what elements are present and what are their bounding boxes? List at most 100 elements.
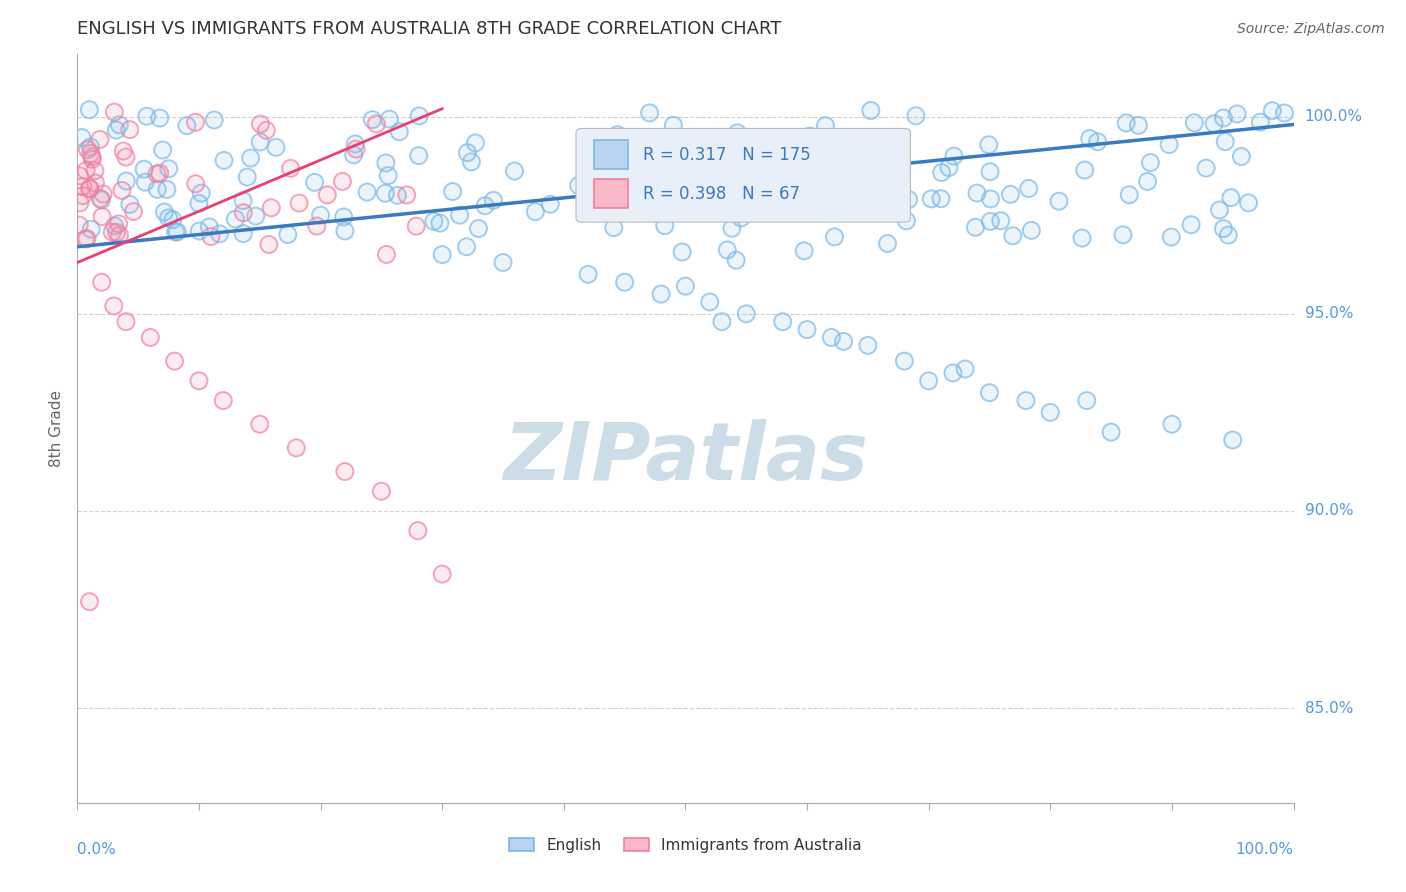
Point [1087, 135, 1109, 149]
Point [76, 232, 98, 246]
Legend: English, Immigrants from Australia: English, Immigrants from Australia [503, 831, 868, 859]
Point [1222, 433, 1244, 447]
Point [190, 186, 212, 200]
Point [90, 275, 112, 289]
Point [305, 219, 328, 233]
Point [1230, 149, 1253, 163]
Point [832, 334, 855, 349]
Point [188, 224, 211, 238]
Point [1202, 117, 1225, 131]
Point [374, 156, 396, 170]
Point [710, 315, 733, 329]
Point [725, 126, 748, 140]
Point [730, 211, 752, 225]
Point [344, 142, 367, 156]
Point [568, 178, 591, 193]
Point [1136, 174, 1159, 188]
Point [896, 214, 918, 228]
Point [920, 192, 942, 206]
Point [316, 187, 339, 202]
Point [1073, 163, 1095, 178]
Point [430, 247, 453, 261]
Point [671, 244, 693, 259]
Point [524, 204, 547, 219]
Point [1212, 111, 1234, 125]
Point [1222, 433, 1244, 447]
Point [122, 204, 145, 219]
Point [835, 152, 858, 166]
Point [79, 182, 101, 196]
Point [232, 194, 254, 208]
Point [1128, 118, 1150, 132]
Point [820, 330, 842, 344]
Point [678, 165, 700, 179]
Point [918, 374, 941, 388]
Point [1212, 111, 1234, 125]
Point [304, 175, 326, 189]
Point [837, 136, 859, 150]
Point [859, 103, 882, 118]
Point [1078, 131, 1101, 145]
Point [1213, 135, 1236, 149]
Point [224, 212, 246, 227]
Point [1182, 116, 1205, 130]
Point [837, 136, 859, 150]
Point [232, 227, 254, 241]
Point [1001, 228, 1024, 243]
Point [1226, 107, 1249, 121]
Point [675, 279, 697, 293]
Text: R = 0.317   N = 175: R = 0.317 N = 175 [643, 145, 811, 163]
Point [1218, 228, 1240, 243]
Point [721, 139, 744, 153]
Point [115, 174, 138, 188]
Point [105, 225, 128, 239]
Point [408, 109, 430, 123]
Point [67, 218, 90, 232]
Point [456, 145, 478, 160]
Point [84, 176, 107, 190]
Point [1076, 393, 1098, 408]
Point [332, 174, 354, 188]
Point [344, 136, 367, 151]
Point [938, 161, 960, 175]
Point [744, 160, 766, 174]
Point [79, 182, 101, 196]
Point [80, 146, 103, 161]
Point [965, 220, 987, 235]
Point [200, 229, 222, 244]
Point [115, 315, 138, 329]
Point [606, 128, 628, 142]
Point [165, 225, 187, 239]
Point [288, 196, 311, 211]
Point [859, 103, 882, 118]
Point [152, 143, 174, 157]
Point [361, 112, 384, 127]
Point [149, 166, 172, 180]
Point [232, 227, 254, 241]
Point [157, 161, 180, 176]
Point [1112, 227, 1135, 242]
Point [538, 197, 561, 211]
Point [613, 186, 636, 201]
Point [112, 144, 135, 158]
Point [370, 484, 392, 499]
Point [69, 195, 91, 210]
Point [699, 295, 721, 310]
Point [650, 287, 672, 301]
Point [165, 225, 187, 239]
Point [79, 181, 101, 195]
Point [872, 161, 894, 175]
Point [423, 214, 446, 228]
Point [249, 417, 271, 432]
Point [264, 140, 287, 154]
Point [467, 221, 489, 235]
Point [716, 243, 738, 257]
Point [464, 136, 486, 150]
Point [1000, 187, 1022, 202]
Point [343, 148, 366, 162]
Point [105, 123, 128, 137]
Point [1139, 155, 1161, 169]
Point [524, 204, 547, 219]
Point [280, 161, 302, 176]
Point [979, 385, 1001, 400]
